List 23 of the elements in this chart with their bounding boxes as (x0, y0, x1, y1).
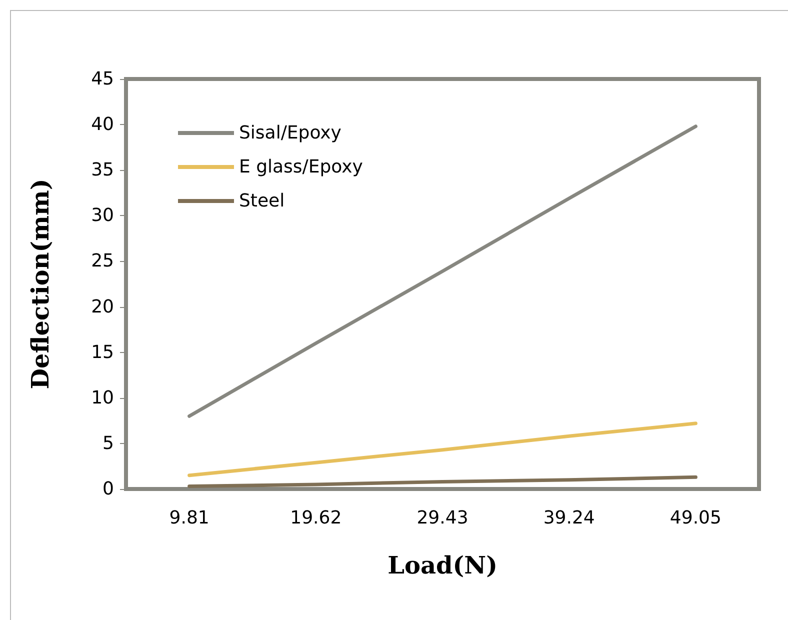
x-tick-label: 9.81 (169, 508, 210, 528)
legend-label: Steel (239, 190, 285, 212)
y-tick-label: 25 (91, 250, 114, 272)
y-tick-label: 40 (91, 114, 114, 136)
legend-label: E glass/Epoxy (239, 156, 364, 178)
line-series (188, 422, 698, 478)
y-tick-label: 30 (91, 205, 114, 226)
y-tick-label: 5 (102, 432, 114, 454)
x-tick-label: 29.43 (416, 508, 468, 528)
line-series (188, 475, 698, 488)
y-tick-label: 45 (91, 68, 114, 90)
x-tick-label: 39.24 (543, 508, 595, 528)
y-tick-label: 15 (91, 342, 114, 363)
x-tick-label: 19.62 (290, 508, 342, 528)
legend-label: Sisal/Epoxy (239, 122, 342, 144)
y-tick-label: 0 (102, 478, 114, 500)
y-tick-label: 35 (91, 160, 114, 181)
y-axis-title: Deflection(mm) (26, 178, 54, 390)
y-tick-label: 10 (91, 387, 114, 408)
x-tick-label: 49.05 (670, 508, 722, 528)
y-tick-label: 20 (91, 296, 114, 318)
line-series (188, 124, 698, 418)
x-axis-title: Load(N) (388, 550, 498, 580)
